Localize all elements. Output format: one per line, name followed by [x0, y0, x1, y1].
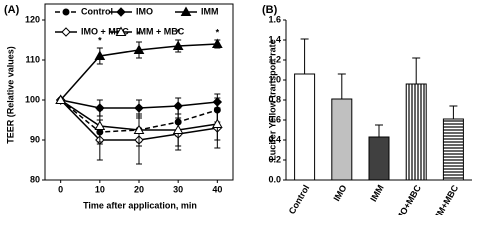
- marker: [94, 50, 106, 60]
- bar: [442, 118, 464, 181]
- bar: [331, 98, 353, 181]
- legend-marker: [115, 26, 127, 36]
- x-tick-label: 20: [134, 184, 144, 194]
- y-tick-label: 120: [25, 14, 40, 24]
- error-bar: [300, 38, 309, 74]
- error-bar: [337, 73, 346, 99]
- y-axis-label: TEER (Relative values): [5, 46, 15, 144]
- marker: [172, 40, 184, 50]
- y-tick-label: 0.4: [268, 134, 281, 144]
- marker: [55, 94, 67, 104]
- x-tick-label: 10: [95, 184, 105, 194]
- annotation: *: [216, 27, 220, 37]
- legend-marker: [180, 6, 192, 16]
- marker: [133, 44, 145, 54]
- legend-label: IMM + MBC: [136, 26, 185, 36]
- x-tick-label: IMO: [331, 183, 348, 203]
- marker: [133, 124, 145, 134]
- legend-label: IMO: [136, 6, 153, 16]
- y-tick-label: 90: [30, 134, 40, 144]
- annotation: *: [137, 29, 141, 39]
- legend-marker: [62, 8, 70, 16]
- y-tick-label: 110: [25, 54, 40, 64]
- legend-marker: [116, 7, 126, 17]
- marker: [211, 118, 223, 128]
- x-tick-label: Control: [287, 183, 312, 215]
- legend-label: IMO + MBC: [81, 26, 129, 36]
- y-tick-label: 1.0: [268, 74, 281, 84]
- y-tick-label: 80: [30, 174, 40, 184]
- bar: [294, 73, 316, 181]
- bar: [405, 83, 427, 181]
- marker: [134, 103, 144, 113]
- y-tick-label: 1.6: [268, 14, 281, 24]
- panel-label: (A): [4, 4, 20, 16]
- annotation: *: [176, 27, 180, 37]
- y-tick-label: 100: [25, 94, 40, 104]
- x-tick-label: 30: [173, 184, 183, 194]
- y-tick-label: 1.2: [268, 54, 281, 64]
- y-tick-label: 1.4: [268, 34, 281, 44]
- marker: [173, 101, 183, 111]
- legend-label: Control: [81, 6, 113, 16]
- marker: [94, 120, 106, 130]
- x-axis-label: Time after application, min: [83, 200, 197, 210]
- figure: (A) (B) TEER (Relative values) Time afte…: [4, 3, 472, 215]
- annotation: *: [98, 35, 102, 45]
- y-tick-label: 0.8: [268, 94, 281, 104]
- y-axis-label: Lucifer Yellow transport rate: [267, 39, 277, 160]
- x-tick-label: IMM+MBC: [430, 183, 461, 215]
- panel-label: (B): [262, 4, 278, 16]
- error-bar: [412, 57, 421, 84]
- bar: [368, 136, 390, 181]
- x-tick-label: 40: [212, 184, 222, 194]
- x-tick-label: IMM: [368, 183, 385, 203]
- marker: [172, 124, 184, 134]
- marker: [212, 97, 223, 107]
- error-bar: [375, 124, 383, 137]
- y-tick-label: 0.6: [268, 114, 281, 124]
- x-tick-label: 0: [58, 184, 63, 194]
- marker: [211, 38, 223, 48]
- x-tick-label: IMO+MBC: [393, 183, 423, 215]
- legend-label: IMM: [201, 6, 219, 16]
- y-tick-label: 0.2: [268, 154, 281, 164]
- y-tick-label: 0.0: [268, 174, 281, 184]
- error-bar: [449, 105, 458, 119]
- legend-marker: [61, 27, 71, 37]
